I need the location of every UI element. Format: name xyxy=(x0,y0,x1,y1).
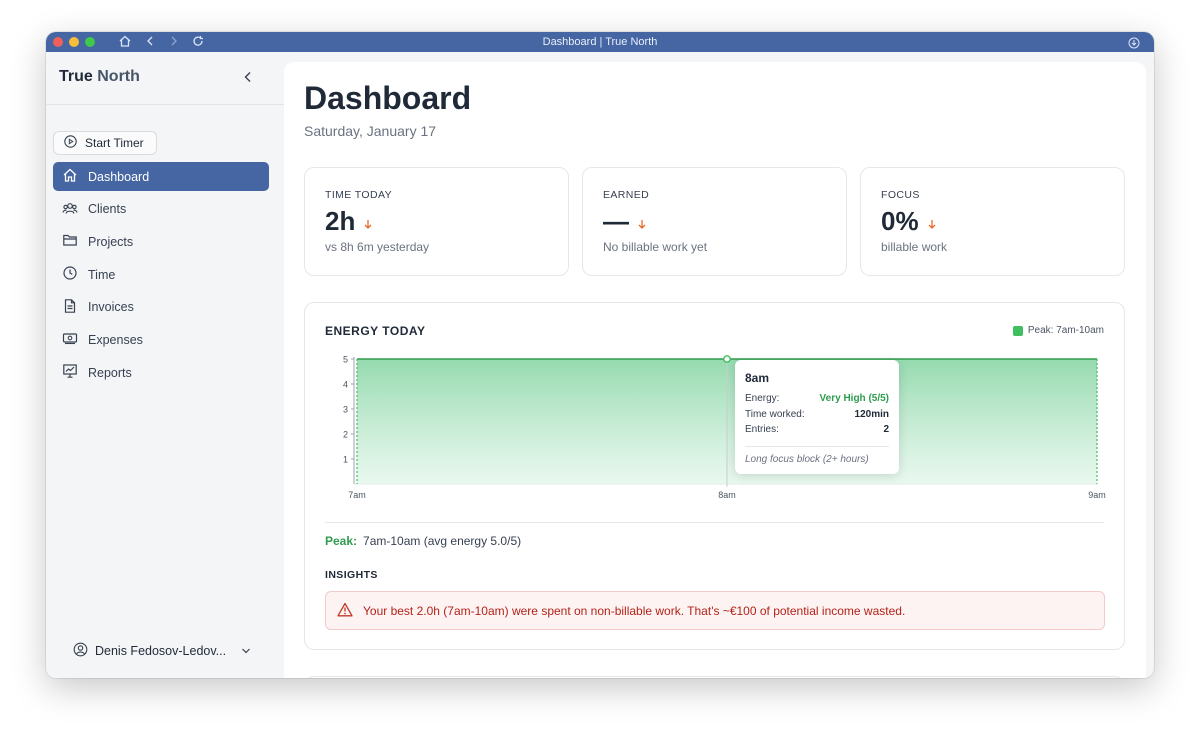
tooltip-note: Long focus block (2+ hours) xyxy=(745,453,869,465)
stat-sub: billable work xyxy=(881,240,948,254)
sidebar-item-label: Invoices xyxy=(88,300,134,315)
data-point xyxy=(723,355,731,363)
y-tick-label: 4 xyxy=(343,380,348,390)
close-window-button[interactable] xyxy=(53,37,63,47)
arrow-down-icon xyxy=(363,206,373,237)
start-timer-button[interactable]: Start Timer xyxy=(53,131,157,155)
sidebar-item-label: Time xyxy=(88,267,116,282)
x-tick-label: 8am xyxy=(718,490,736,500)
chart-icon xyxy=(62,363,78,382)
tooltip-row: Entries: 2 xyxy=(745,424,889,435)
stat-card-earned: EARNED — No billable work yet xyxy=(582,167,847,276)
energy-divider xyxy=(325,522,1104,523)
wallet-icon xyxy=(62,330,78,349)
stat-card-time-today: TIME TODAY 2h vs 8h 6m yesterday xyxy=(304,167,569,276)
sidebar-item-label: Expenses xyxy=(88,332,143,347)
collapse-sidebar-icon[interactable] xyxy=(242,70,254,89)
brand-logo: True North xyxy=(59,68,140,85)
peak-text: 7am-10am (avg energy 5.0/5) xyxy=(363,534,522,548)
tooltip-row: Energy: Very High (5/5) xyxy=(745,393,889,404)
stat-label: EARNED xyxy=(603,189,650,201)
reload-icon[interactable] xyxy=(192,34,204,48)
stat-sub: vs 8h 6m yesterday xyxy=(325,240,430,254)
user-menu[interactable]: Denis Fedosov-Ledov... xyxy=(73,642,251,660)
sidebar-item-label: Reports xyxy=(88,365,132,380)
stat-sub: No billable work yet xyxy=(603,240,708,254)
warning-icon xyxy=(337,602,353,620)
sidebar-item-label: Clients xyxy=(88,202,127,217)
chart-tooltip: 8am Energy: Very High (5/5) Time worked: 1… xyxy=(735,360,899,474)
home-icon[interactable] xyxy=(118,34,132,48)
y-tick-label: 5 xyxy=(343,355,348,365)
minimize-window-button[interactable] xyxy=(69,37,79,47)
tooltip-divider xyxy=(745,445,889,447)
legend-swatch xyxy=(1012,325,1023,336)
sidebar-item-label: Projects xyxy=(88,234,134,249)
play-icon xyxy=(64,135,77,151)
stat-value: 0% xyxy=(881,206,937,237)
peak-summary: Peak: 7am-10am (avg energy 5.0/5) xyxy=(325,534,521,548)
energy-today-card: ENERGY TODAY Peak: 7am-10am 1 2 3 4 5 7am 8am 9… xyxy=(304,302,1125,650)
stat-value: — xyxy=(603,206,647,237)
energy-chart[interactable]: 1 2 3 4 5 7am 8am 9am xyxy=(305,303,1126,503)
sidebar-item-invoices[interactable]: Invoices xyxy=(53,293,269,322)
legend-label: Peak: 7am-10am xyxy=(1027,325,1104,336)
main-content: Dashboard Saturday, January 17 TIME TODA… xyxy=(284,62,1146,678)
y-tick-label: 2 xyxy=(343,430,348,440)
users-icon xyxy=(62,200,78,219)
browser-nav xyxy=(118,34,204,48)
arrow-down-icon xyxy=(927,206,937,237)
next-section-card xyxy=(304,676,1125,678)
window-title: Dashboard | True North xyxy=(542,36,658,48)
sidebar-item-clients[interactable]: Clients xyxy=(53,195,269,224)
arrow-down-icon xyxy=(637,206,647,237)
file-icon xyxy=(62,298,78,317)
zoom-window-button[interactable] xyxy=(85,37,95,47)
sidebar-item-time[interactable]: Time xyxy=(53,260,269,289)
y-tick-label: 1 xyxy=(343,455,348,465)
sidebar-item-expenses[interactable]: Expenses xyxy=(53,325,269,354)
stat-label: FOCUS xyxy=(881,189,920,201)
download-icon[interactable] xyxy=(1128,36,1140,54)
chevron-down-icon xyxy=(241,644,251,658)
sidebar-item-label: Dashboard xyxy=(88,169,150,184)
sidebar-item-dashboard[interactable]: Dashboard xyxy=(53,162,269,191)
y-tick-label: 3 xyxy=(343,405,348,415)
tooltip-row: Time worked: 120min xyxy=(745,408,889,420)
sidebar-item-reports[interactable]: Reports xyxy=(53,358,269,387)
app-window: Dashboard | True North True North Start … xyxy=(46,32,1154,678)
peak-label: Peak: xyxy=(325,534,358,548)
sidebar-item-projects[interactable]: Projects xyxy=(53,227,269,256)
x-tick-label: 7am xyxy=(348,490,366,500)
sidebar-divider xyxy=(46,104,284,105)
home-icon xyxy=(62,167,78,186)
chart-legend: Peak: 7am-10am xyxy=(1012,325,1104,336)
sidebar: True North Start Timer Dashboard Clients… xyxy=(46,52,284,678)
page-title: Dashboard xyxy=(304,80,472,116)
page-date: Saturday, January 17 xyxy=(304,123,437,139)
tooltip-heading: 8am xyxy=(745,371,770,385)
start-timer-label: Start Timer xyxy=(85,136,144,150)
insight-alert: Your best 2.0h (7am-10am) were spent on … xyxy=(325,591,1105,630)
clock-icon xyxy=(62,265,78,284)
insight-text: Your best 2.0h (7am-10am) were spent on … xyxy=(363,603,906,618)
user-avatar-icon xyxy=(73,642,88,660)
stat-label: TIME TODAY xyxy=(325,189,393,201)
energy-title: ENERGY TODAY xyxy=(325,324,426,338)
folder-icon xyxy=(62,232,78,251)
title-bar: Dashboard | True North xyxy=(46,32,1154,52)
stat-value: 2h xyxy=(325,206,373,237)
x-tick-label: 9am xyxy=(1088,490,1106,500)
back-icon[interactable] xyxy=(144,34,156,48)
forward-icon[interactable] xyxy=(168,34,180,48)
stat-card-focus: FOCUS 0% billable work xyxy=(860,167,1125,276)
user-name: Denis Fedosov-Ledov... xyxy=(95,644,227,658)
window-controls xyxy=(53,37,95,47)
sidebar-menu: Dashboard Clients Projects Time Invoices… xyxy=(53,162,269,391)
insights-title: INSIGHTS xyxy=(325,569,378,581)
